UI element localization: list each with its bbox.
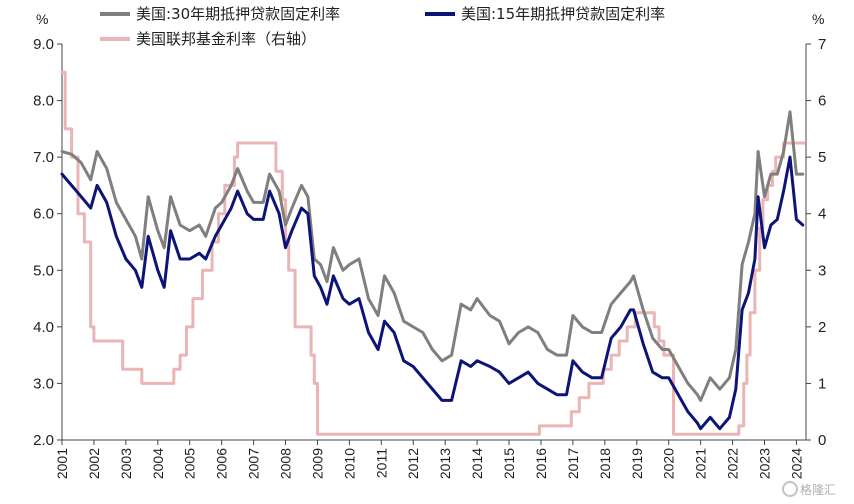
x-tick-label: 2018 <box>597 448 613 479</box>
x-tick-label: 2016 <box>533 448 549 479</box>
x-tick-label: 2001 <box>54 448 70 479</box>
right-tick-label: 7 <box>818 36 826 53</box>
x-tick-label: 2008 <box>278 448 294 479</box>
right-tick-label: 6 <box>818 93 826 110</box>
x-tick-label: 2007 <box>246 448 262 479</box>
left-tick-label: 7.0 <box>33 149 54 166</box>
x-tick-label: 2021 <box>693 448 709 479</box>
left-axis-ticks: 2.0 3.0 4.0 5.0 6.0 7.0 8.0 9.0 <box>33 36 62 449</box>
watermark-logo-icon <box>782 481 798 497</box>
series-15y-line <box>60 155 805 431</box>
series-30y-line <box>60 110 805 402</box>
left-tick-label: 3.0 <box>33 375 54 392</box>
left-tick-label: 9.0 <box>33 36 54 53</box>
x-tick-label: 2024 <box>788 448 804 479</box>
x-tick-label: 2006 <box>214 448 230 479</box>
x-tick-label: 2003 <box>118 448 134 479</box>
x-tick-label: 2013 <box>437 448 453 479</box>
x-tick-label: 2005 <box>182 448 198 479</box>
legend: 美国:30年期抵押贷款固定利率 美国:15年期抵押贷款固定利率 美国联邦基金利率… <box>100 5 665 48</box>
left-tick-label: 2.0 <box>33 432 54 449</box>
x-tick-label: 2019 <box>629 448 645 479</box>
x-tick-label: 2012 <box>405 448 421 479</box>
left-tick-label: 8.0 <box>33 93 54 110</box>
legend-label-30y: 美国:30年期抵押贷款固定利率 <box>136 5 340 23</box>
left-tick-label: 4.0 <box>33 319 54 336</box>
right-tick-label: 0 <box>818 432 826 449</box>
x-tick-label: 2004 <box>150 448 166 479</box>
left-axis-unit: % <box>36 11 48 27</box>
legend-label-fed: 美国联邦基金利率（右轴） <box>136 30 316 48</box>
legend-label-15y: 美国:15年期抵押贷款固定利率 <box>461 5 665 23</box>
right-tick-label: 1 <box>818 375 826 392</box>
right-tick-label: 5 <box>818 149 826 166</box>
x-tick-label: 2014 <box>469 448 485 479</box>
x-tick-label: 2022 <box>725 448 741 479</box>
x-tick-label: 2010 <box>341 448 357 479</box>
right-tick-label: 3 <box>818 262 826 279</box>
x-tick-label: 2015 <box>501 448 517 479</box>
x-axis-ticks: 2001 2002 2003 2004 2005 2006 2007 2008 2009 2010… <box>54 440 804 479</box>
left-tick-label: 6.0 <box>33 206 54 223</box>
right-tick-label: 2 <box>818 319 826 336</box>
x-tick-label: 2020 <box>661 448 677 479</box>
x-tick-label: 2002 <box>86 448 102 479</box>
right-axis-unit: % <box>812 11 824 27</box>
series-layer <box>60 70 806 436</box>
right-tick-label: 4 <box>818 206 826 223</box>
watermark: 格隆汇 <box>782 481 836 497</box>
watermark-text: 格隆汇 <box>800 482 836 497</box>
series-fed-funds-line <box>60 70 806 436</box>
left-tick-label: 5.0 <box>33 262 54 279</box>
right-axis-ticks: 0 1 2 3 4 5 6 7 <box>806 36 826 449</box>
x-tick-label: 2023 <box>756 448 772 479</box>
x-tick-label: 2009 <box>309 448 325 479</box>
x-tick-label: 2011 <box>373 448 389 478</box>
x-tick-label: 2017 <box>565 448 581 479</box>
